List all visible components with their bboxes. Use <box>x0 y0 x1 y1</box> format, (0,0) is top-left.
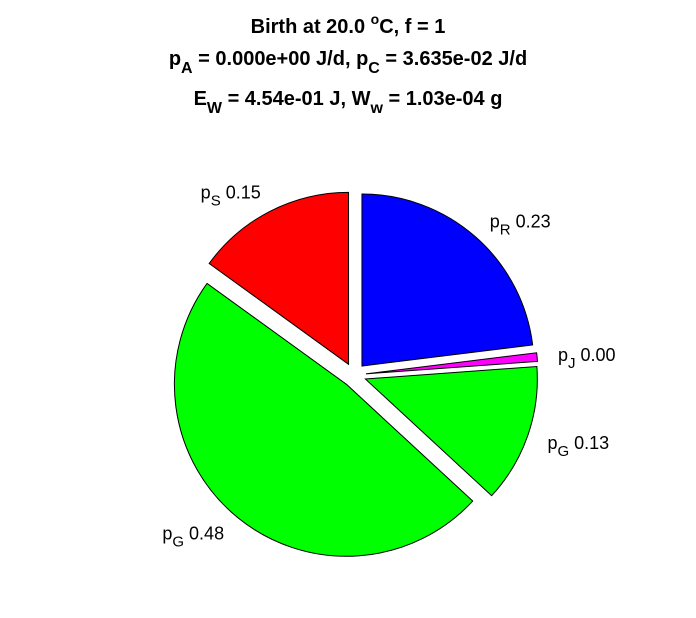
slice-label-4: pS 0.15 <box>201 182 261 209</box>
slice-label-symbol: p <box>547 433 557 453</box>
title-1-after: C, f = 1 <box>379 16 445 38</box>
slice-label-subscript: J <box>568 355 576 372</box>
chart-title-line-3: EW = 4.54e-01 J, Ww = 1.03e-04 g <box>194 88 503 117</box>
slice-label-value: 0.15 <box>221 182 261 202</box>
slice-label-3: pG 0.48 <box>162 524 224 551</box>
slice-label-value: 0.00 <box>576 345 616 365</box>
pie-slice-g-2 <box>364 365 538 497</box>
pie-slice-r-0 <box>361 193 534 367</box>
slice-label-subscript: G <box>172 534 184 551</box>
title-2-pc-value: = 3.635e-02 J/d <box>380 48 527 70</box>
chart-title-line-2: pA = 0.000e+00 J/d, pC = 3.635e-02 J/d <box>169 48 527 77</box>
pie-slice-g-3 <box>173 282 474 557</box>
slice-label-value: 0.23 <box>511 211 551 231</box>
slice-label-symbol: p <box>162 524 172 544</box>
slice-label-value: 0.48 <box>184 524 224 544</box>
pie-slices <box>173 191 539 557</box>
title-3-ww-subscript: w <box>369 100 383 117</box>
title-3-ww-symbol: W <box>352 88 371 110</box>
slice-label-0: pR 0.23 <box>490 211 551 238</box>
title-3-ew-subscript: W <box>207 100 223 117</box>
chart-title-line-1: Birth at 20.0 oC, f = 1 <box>251 11 446 38</box>
pie-slice-j-1 <box>365 352 539 375</box>
slice-label-symbol: p <box>558 345 568 365</box>
title-3-ew-value: = 4.54e-01 J, <box>222 88 352 110</box>
title-2-pa-symbol: p <box>169 48 181 70</box>
title-3-ww-value: = 1.03e-04 g <box>383 88 503 110</box>
title-2-pa-subscript: A <box>181 60 193 77</box>
title-2-pa-value: = 0.000e+00 J/d, <box>193 48 356 70</box>
title-2-pc-symbol: p <box>356 48 368 70</box>
slice-label-subscript: G <box>557 443 569 460</box>
slice-label-2: pG 0.13 <box>547 433 609 460</box>
title-1-text: Birth at 20.0 <box>251 16 371 38</box>
slice-label-subscript: S <box>211 192 221 209</box>
slice-label-1: pJ 0.00 <box>558 345 616 372</box>
title-1-degree: o <box>371 11 380 27</box>
slice-label-subscript: R <box>500 221 511 238</box>
slice-label-symbol: p <box>490 211 500 231</box>
title-2-pc-subscript: C <box>368 60 380 77</box>
slice-label-value: 0.13 <box>569 433 609 453</box>
slice-label-symbol: p <box>201 182 211 202</box>
title-3-ew-symbol: E <box>194 88 207 110</box>
pie-slice-s-4 <box>208 191 350 366</box>
